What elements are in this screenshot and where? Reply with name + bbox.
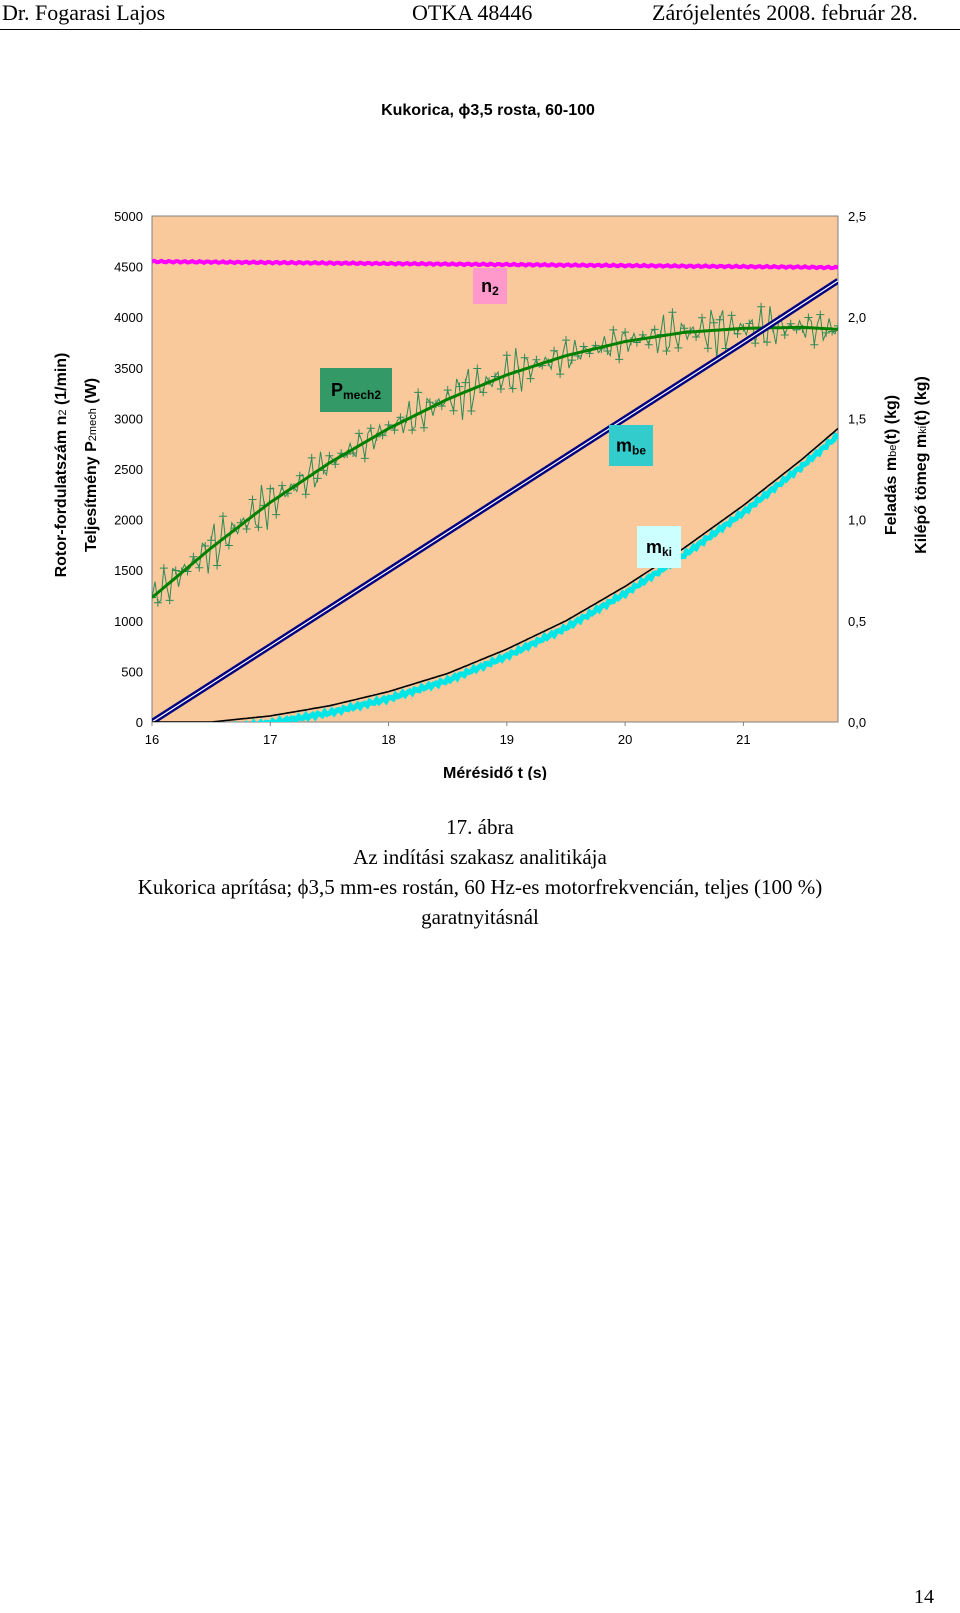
y-left-axis-label-n2: Rotor-fordulatszám n2 (1/min) xyxy=(53,353,70,578)
y-left-axis-label-pmech: Teljesítmény P2mech (W) xyxy=(83,378,100,552)
y-left-tick-label: 3500 xyxy=(114,361,143,376)
y-right-tick-label: 1,0 xyxy=(848,513,866,528)
series-label-mki-box xyxy=(637,526,681,568)
chart: Kukorica, ϕ3,5 rosta, 60-100 0 500 1000 150… xyxy=(53,102,930,780)
series-label-pmech2-box xyxy=(320,368,392,412)
y-left-tick-label: 2000 xyxy=(114,513,143,528)
y-right-tick-label: 2,5 xyxy=(848,209,866,224)
x-tick-label: 18 xyxy=(381,732,395,747)
x-axis-label: Mérésidő t (s) xyxy=(443,765,547,780)
y-left-tick-label: 2500 xyxy=(114,462,143,477)
header-rule xyxy=(0,29,960,30)
y-left-tick-label: 4000 xyxy=(114,310,143,325)
y-right-tick-label: 0,5 xyxy=(848,614,866,629)
series-pmech2-fit xyxy=(152,325,838,599)
y-right-tick-label: 0,0 xyxy=(848,715,866,730)
series-label-mki: mki xyxy=(646,537,672,559)
chart-title: Kukorica, ϕ3,5 rosta, 60-100 xyxy=(381,102,595,119)
header-report: Zárójelentés 2008. február 28. xyxy=(652,0,918,25)
y-left-tick-label: 3000 xyxy=(114,411,143,426)
page-number: 14 xyxy=(914,1586,934,1608)
y-left-tick-label: 4500 xyxy=(114,260,143,275)
series-n2-line xyxy=(152,258,838,271)
x-tick-label: 21 xyxy=(736,732,750,747)
series-label-mbe: mbe xyxy=(616,436,646,458)
series-label-n2: n2 xyxy=(481,276,499,298)
series-mki-measured-line xyxy=(226,431,838,722)
x-tick-label: 17 xyxy=(263,732,277,747)
y-right-tick-label: 2,0 xyxy=(848,310,866,325)
series-mbe-highlight xyxy=(152,280,838,722)
header-author: Dr. Fogarasi Lajos xyxy=(2,0,166,25)
series-mki-markers xyxy=(241,434,838,722)
y-left-tick-label: 0 xyxy=(136,715,143,730)
y-left-tick-label: 1000 xyxy=(114,614,143,629)
page-header: Dr. Fogarasi Lajos OTKA 48446 Zárójelent… xyxy=(0,0,960,32)
y-left-tick-label: 1500 xyxy=(114,563,143,578)
plot-area xyxy=(151,215,839,723)
header-project: OTKA 48446 xyxy=(412,0,533,25)
x-tick-label: 16 xyxy=(145,732,159,747)
x-tick-label: 20 xyxy=(618,732,632,747)
x-tick-label: 19 xyxy=(500,732,514,747)
plot-series xyxy=(152,258,838,722)
caption-figure-no: 17. ábra xyxy=(446,815,514,839)
caption-line-4: garatnyitásnál xyxy=(421,905,539,929)
series-label-n2-box xyxy=(473,268,507,304)
y-right-axis-label-mbe: Feladás mbe(t) (kg) xyxy=(883,395,900,535)
y-right-axis-label-mki: Kilépő tömeg mki(t) (kg) xyxy=(913,376,930,554)
caption-line-3: Kukorica aprítása; ϕ3,5 mm-es rostán, 60… xyxy=(137,875,823,899)
y-left-tick-label: 500 xyxy=(121,664,143,679)
series-label-mbe-box xyxy=(609,425,653,466)
y-left-tick-label: 5000 xyxy=(114,209,143,224)
caption-title: Az indítási szakasz analitikája xyxy=(353,845,607,869)
series-mki-fit xyxy=(152,427,838,722)
series-label-pmech2: Pmech2 xyxy=(331,380,381,402)
y-right-tick-label: 1,5 xyxy=(848,411,866,426)
